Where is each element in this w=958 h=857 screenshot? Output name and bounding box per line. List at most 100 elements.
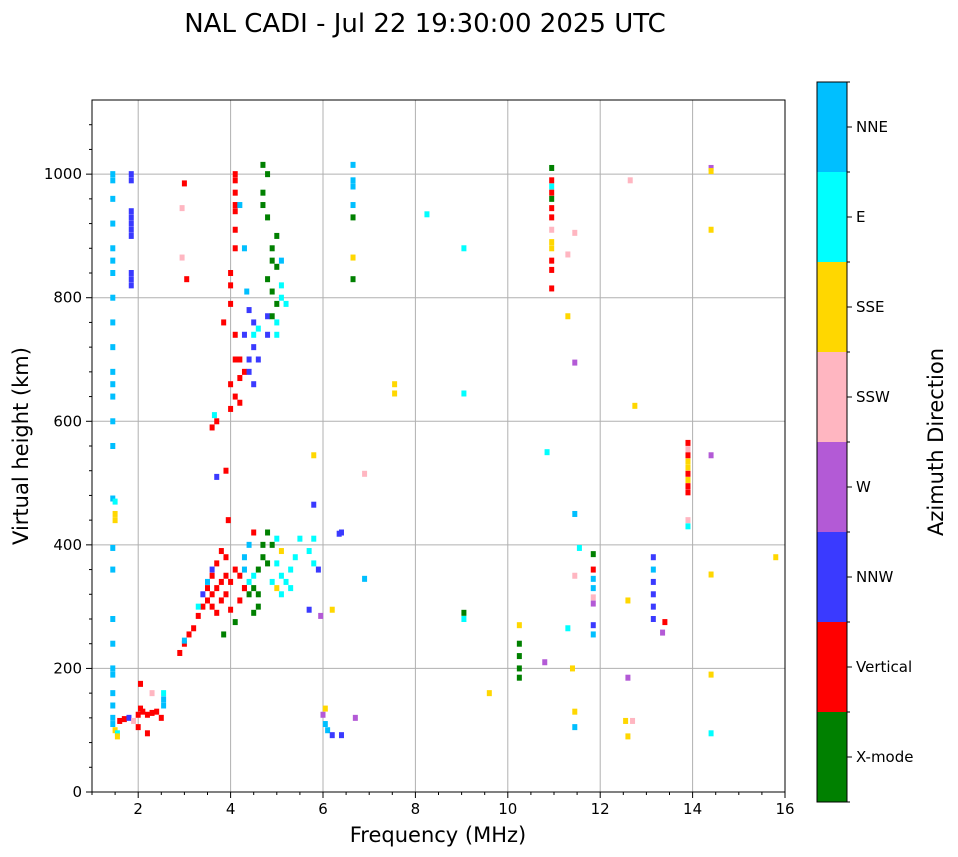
data-point [209,566,215,573]
data-point [214,585,220,592]
data-point [205,578,210,585]
data-point [274,263,280,270]
data-point [461,390,467,397]
x-tick-label: 4 [226,800,236,818]
data-point [572,229,578,236]
x-tick-label: 14 [683,800,702,818]
data-point [218,597,224,604]
data-point [565,625,571,632]
data-point [246,591,252,598]
data-point [251,529,257,536]
data-point [181,637,187,644]
data-point [650,603,656,610]
data-point [392,381,398,388]
data-point [542,659,548,666]
data-point [306,606,312,613]
data-point [565,313,571,320]
data-point [161,690,167,697]
data-point [260,541,266,548]
data-point [269,541,275,548]
colorbar-swatch [817,262,847,352]
data-point [241,566,247,573]
data-point [126,714,132,721]
data-point [251,319,257,326]
data-point [708,671,714,678]
data-point [161,702,167,709]
data-point [251,381,257,388]
data-point [237,202,243,209]
y-axis-label: Virtual height (km) [9,347,33,545]
data-point [110,294,116,301]
data-point [110,270,116,276]
data-point [110,616,116,622]
data-point [392,390,398,397]
data-point [232,208,238,215]
data-point [195,612,201,619]
data-point [265,560,271,567]
data-point [211,412,217,419]
data-point [278,282,284,289]
data-point [110,177,116,184]
data-point [131,717,137,724]
data-point [251,331,257,338]
colorbar-category-label: Vertical [856,658,912,676]
data-point [265,214,271,221]
data-point [128,220,134,227]
data-point [350,161,356,168]
data-point [549,285,555,292]
data-point [110,245,116,252]
data-point [255,566,261,573]
data-point [625,597,631,604]
data-point [650,566,656,573]
data-point [708,164,714,171]
data-point [110,418,116,425]
data-point [110,368,116,375]
colorbar-category-label: SSW [856,388,890,406]
data-point [278,572,284,579]
data-point [232,566,238,573]
data-point [269,313,275,320]
colorbar-category-label: W [856,478,871,496]
data-point [590,566,596,573]
data-point [350,202,356,209]
data-point [232,356,238,363]
data-point [625,733,631,740]
data-point [237,597,243,604]
data-point [685,452,691,459]
data-point [461,245,467,252]
data-point [265,331,271,338]
data-point [128,208,134,215]
data-point [251,344,257,351]
data-point [274,232,280,239]
data-point [461,616,467,622]
data-point [140,708,146,715]
data-point [650,554,656,561]
data-point [223,572,229,579]
data-point [241,368,247,375]
data-point [237,572,243,579]
data-point [278,591,284,598]
colorbar-swatch [817,712,847,802]
data-point [627,177,633,184]
data-point [110,544,116,551]
colorbar-swatch [817,532,847,622]
data-point [685,476,691,483]
data-points [110,161,779,740]
data-point [128,177,134,184]
data-point [486,690,492,697]
data-point [135,711,141,718]
data-point [251,585,257,592]
data-point [572,510,578,517]
data-point [424,211,430,218]
data-point [260,202,266,209]
data-point [572,572,578,579]
y-tick-label: 0 [72,783,82,801]
data-point [260,189,266,196]
data-point [246,578,252,585]
data-point [184,276,190,283]
colorbar-swatch [817,622,847,712]
x-axis-label: Frequency (MHz) [350,823,526,847]
axis-ticks: 2 4 6 8 10 12 14 16 0 200 400 600 800 1000 [44,124,795,818]
data-point [329,606,335,613]
data-point [246,356,252,363]
